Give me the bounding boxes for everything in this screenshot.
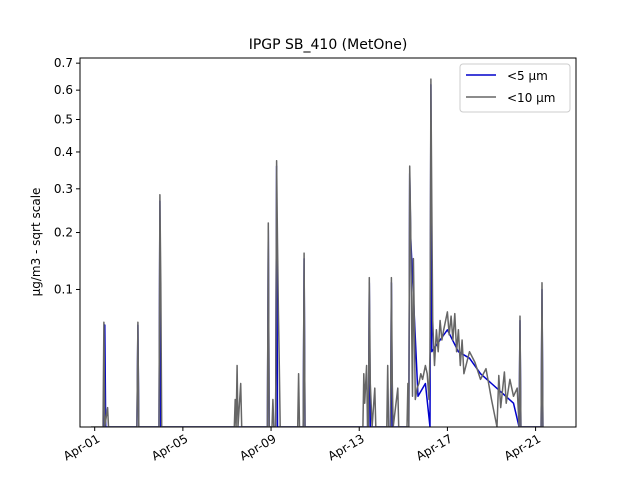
y-tick-label: 0.3 <box>54 182 73 196</box>
legend-box <box>459 63 571 113</box>
y-axis-ticks: 0.1 0.2 0.3 0.4 0.5 0.6 0.7 <box>54 56 80 296</box>
y-tick-label: 0.1 <box>54 282 73 296</box>
y-tick-label: 0.7 <box>54 56 73 70</box>
legend: <5 µm <10 µm <box>459 63 571 113</box>
y-tick-label: 0.5 <box>54 113 73 127</box>
y-tick-label: 0.2 <box>54 226 73 240</box>
series-layer <box>91 78 544 427</box>
plot-frame <box>79 57 577 428</box>
y-axis-label: µg/m3 - sqrt scale <box>29 188 43 297</box>
legend-label-fine: <5 µm <box>507 69 548 83</box>
chart-title: IPGP SB_410 (MetOne) <box>249 37 408 53</box>
y-tick-label: 0.6 <box>54 83 73 97</box>
legend-label-coarse: <10 µm <box>507 91 555 105</box>
y-tick-label: 0.4 <box>54 145 73 159</box>
series-line-coarse <box>91 78 544 427</box>
